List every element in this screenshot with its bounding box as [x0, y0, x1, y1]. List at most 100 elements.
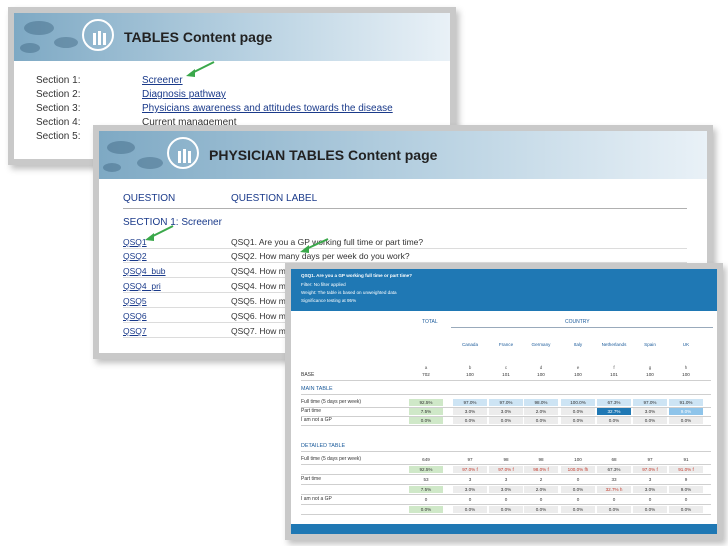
detail-count-cell: 2: [539, 477, 543, 482]
section-1-link[interactable]: Screener: [142, 75, 183, 86]
base-cell: 100: [537, 372, 545, 377]
table-footer-bar: [291, 524, 717, 534]
page-header-banner: PHYSICIAN TABLES Content page: [99, 131, 707, 179]
main-table-cell: 92.5%: [409, 399, 443, 406]
total-header: TOTAL: [422, 319, 438, 325]
main-table-cell: 0.0%: [633, 417, 667, 424]
question-link-qsq7[interactable]: QSQ7: [123, 326, 147, 336]
detail-count-cell: 100: [574, 457, 582, 462]
main-table-cell: 0.0%: [453, 417, 487, 424]
section-5-label: Section 5:: [36, 131, 81, 142]
base-label: BASE: [301, 372, 315, 378]
detail-percent-cell: 0.0%: [633, 506, 667, 513]
detail-percent-cell: 3.0%: [633, 486, 667, 493]
section-1-label: Section 1:: [36, 75, 81, 86]
detail-count-cell: 0: [539, 497, 543, 502]
main-table-cell: 7.5%: [409, 408, 443, 415]
column-letter: e: [576, 365, 580, 370]
company-logo: [167, 137, 199, 169]
detail-count-cell: 0: [576, 477, 580, 482]
main-table-cell: 9.0%: [669, 408, 703, 415]
question-label: QSQ7. How man: [231, 326, 296, 336]
detail-count-cell: 98: [538, 457, 544, 462]
section-3-label: Section 3:: [36, 103, 81, 114]
main-table-cell: 97.0%: [453, 399, 487, 406]
row-divider: [301, 380, 711, 381]
detail-percent-cell: 0.0%: [409, 506, 443, 513]
main-table-cell: 0.0%: [561, 408, 595, 415]
main-table-cell: 100.0%: [561, 399, 595, 406]
main-table-cell: 3.0%: [489, 408, 523, 415]
row-divider: [301, 494, 711, 495]
detail-row-label: I am not a GP: [301, 496, 332, 502]
base-cell: 101: [502, 372, 510, 377]
main-table-cell: 3.0%: [633, 408, 667, 415]
main-table-cell: 0.0%: [489, 417, 523, 424]
detail-count-cell: 0: [648, 497, 652, 502]
detail-percent-cell: 3.0%: [489, 486, 523, 493]
detail-row-label: Full time (5 days per week): [301, 456, 362, 462]
detail-count-cell: 0: [612, 497, 616, 502]
country-column-header: Germany: [531, 342, 551, 347]
table-filter: Filter: No filter applied: [301, 282, 346, 287]
main-row-label: Full time (5 days per week): [301, 399, 362, 405]
section-4-link[interactable]: Current management: [142, 117, 237, 128]
row-divider: [301, 425, 711, 426]
detail-percent-cell: 97.0% f: [633, 466, 667, 473]
company-logo: [82, 19, 114, 51]
question-link-qsq4-bub[interactable]: QSQ4_bub: [123, 266, 166, 276]
main-table-cell: 0.0%: [409, 417, 443, 424]
row-divider: [301, 474, 711, 475]
section-title: SECTION 1: Screener: [123, 217, 222, 228]
question-link-qsq5[interactable]: QSQ5: [123, 296, 147, 306]
base-cell: 100: [682, 372, 690, 377]
detail-count-cell: 0: [684, 497, 688, 502]
main-row-label: I am not a GP: [301, 417, 332, 423]
row-divider: [301, 407, 711, 408]
detail-percent-cell: 97.0% f: [489, 466, 523, 473]
country-column-header: Spain: [644, 342, 656, 347]
main-table-cell: 32.7%: [597, 408, 631, 415]
column-letter: g: [648, 365, 652, 370]
detailed-table-title: DETAILED TABLE: [301, 443, 346, 449]
detail-count-cell: 649: [422, 457, 430, 462]
section-2-label: Section 2:: [36, 89, 81, 100]
question-link-qsq6[interactable]: QSQ6: [123, 311, 147, 321]
country-column-header: Italy: [573, 342, 583, 347]
question-link-qsq2[interactable]: QSQ2: [123, 251, 147, 261]
question-label: QSQ2. How many days per week do you work…: [231, 251, 410, 261]
detail-percent-cell: 100.0% fh: [561, 466, 595, 473]
detail-count-cell: 53: [423, 477, 429, 482]
page-header-banner: TABLES Content page: [14, 13, 450, 61]
detail-count-cell: 91: [683, 457, 689, 462]
question-label-column-header: QUESTION LABEL: [231, 193, 318, 204]
main-table-cell: 3.0%: [453, 408, 487, 415]
row-divider: [301, 394, 711, 395]
base-cell: 100: [466, 372, 474, 377]
main-table-cell: 91.0%: [669, 399, 703, 406]
section-3-link[interactable]: Physicians awareness and attitudes towar…: [142, 103, 393, 114]
detail-percent-cell: 32.7% h: [597, 486, 631, 493]
detail-percent-cell: 7.5%: [409, 486, 443, 493]
question-label: QSQ4. How man: [231, 266, 296, 276]
main-row-label: Part time: [301, 408, 322, 414]
detail-count-cell: 68: [611, 457, 617, 462]
green-arrow-icon: [300, 238, 329, 253]
tables-content-page-window: TABLES Content page Section 1: Section 2…: [13, 12, 451, 160]
main-table-cell: 98.0%: [524, 399, 558, 406]
table-info-banner: QSQ1. Are you a GP working full time or …: [291, 269, 717, 311]
detail-percent-cell: 0.0%: [669, 506, 703, 513]
main-table-cell: 0.0%: [597, 417, 631, 424]
question-link-qsq4-pri[interactable]: QSQ4_pri: [123, 281, 161, 291]
base-cell: 100: [646, 372, 654, 377]
detail-count-cell: 97: [647, 457, 653, 462]
detail-count-cell: 97: [467, 457, 473, 462]
column-letter: c: [504, 365, 508, 370]
question-link-qsq1[interactable]: QSQ1: [123, 237, 147, 247]
detail-count-cell: 3: [504, 477, 508, 482]
green-arrow-icon: [186, 61, 215, 77]
detail-count-cell: 3: [648, 477, 652, 482]
section-2-link[interactable]: Diagnosis pathway: [142, 89, 226, 100]
row-divider: [301, 484, 711, 485]
row-divider: [301, 451, 711, 452]
